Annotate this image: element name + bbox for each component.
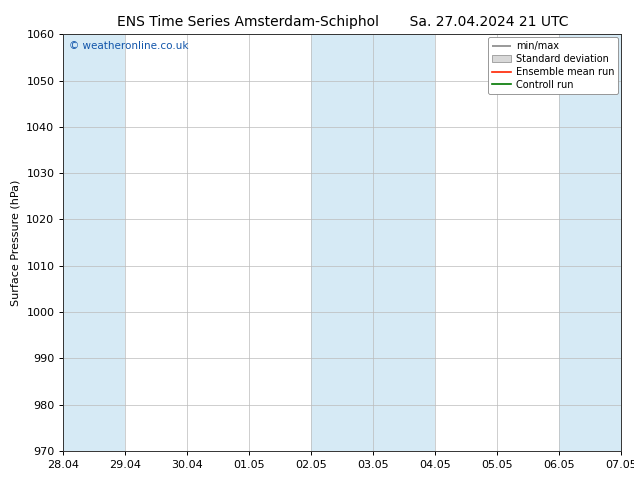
- Legend: min/max, Standard deviation, Ensemble mean run, Controll run: min/max, Standard deviation, Ensemble me…: [488, 37, 618, 94]
- Title: ENS Time Series Amsterdam-Schiphol       Sa. 27.04.2024 21 UTC: ENS Time Series Amsterdam-Schiphol Sa. 2…: [117, 15, 568, 29]
- Bar: [373, 34, 436, 451]
- Bar: [311, 34, 373, 451]
- Y-axis label: Surface Pressure (hPa): Surface Pressure (hPa): [11, 179, 21, 306]
- Bar: [63, 34, 126, 451]
- Text: © weatheronline.co.uk: © weatheronline.co.uk: [69, 41, 188, 50]
- Bar: [559, 34, 621, 451]
